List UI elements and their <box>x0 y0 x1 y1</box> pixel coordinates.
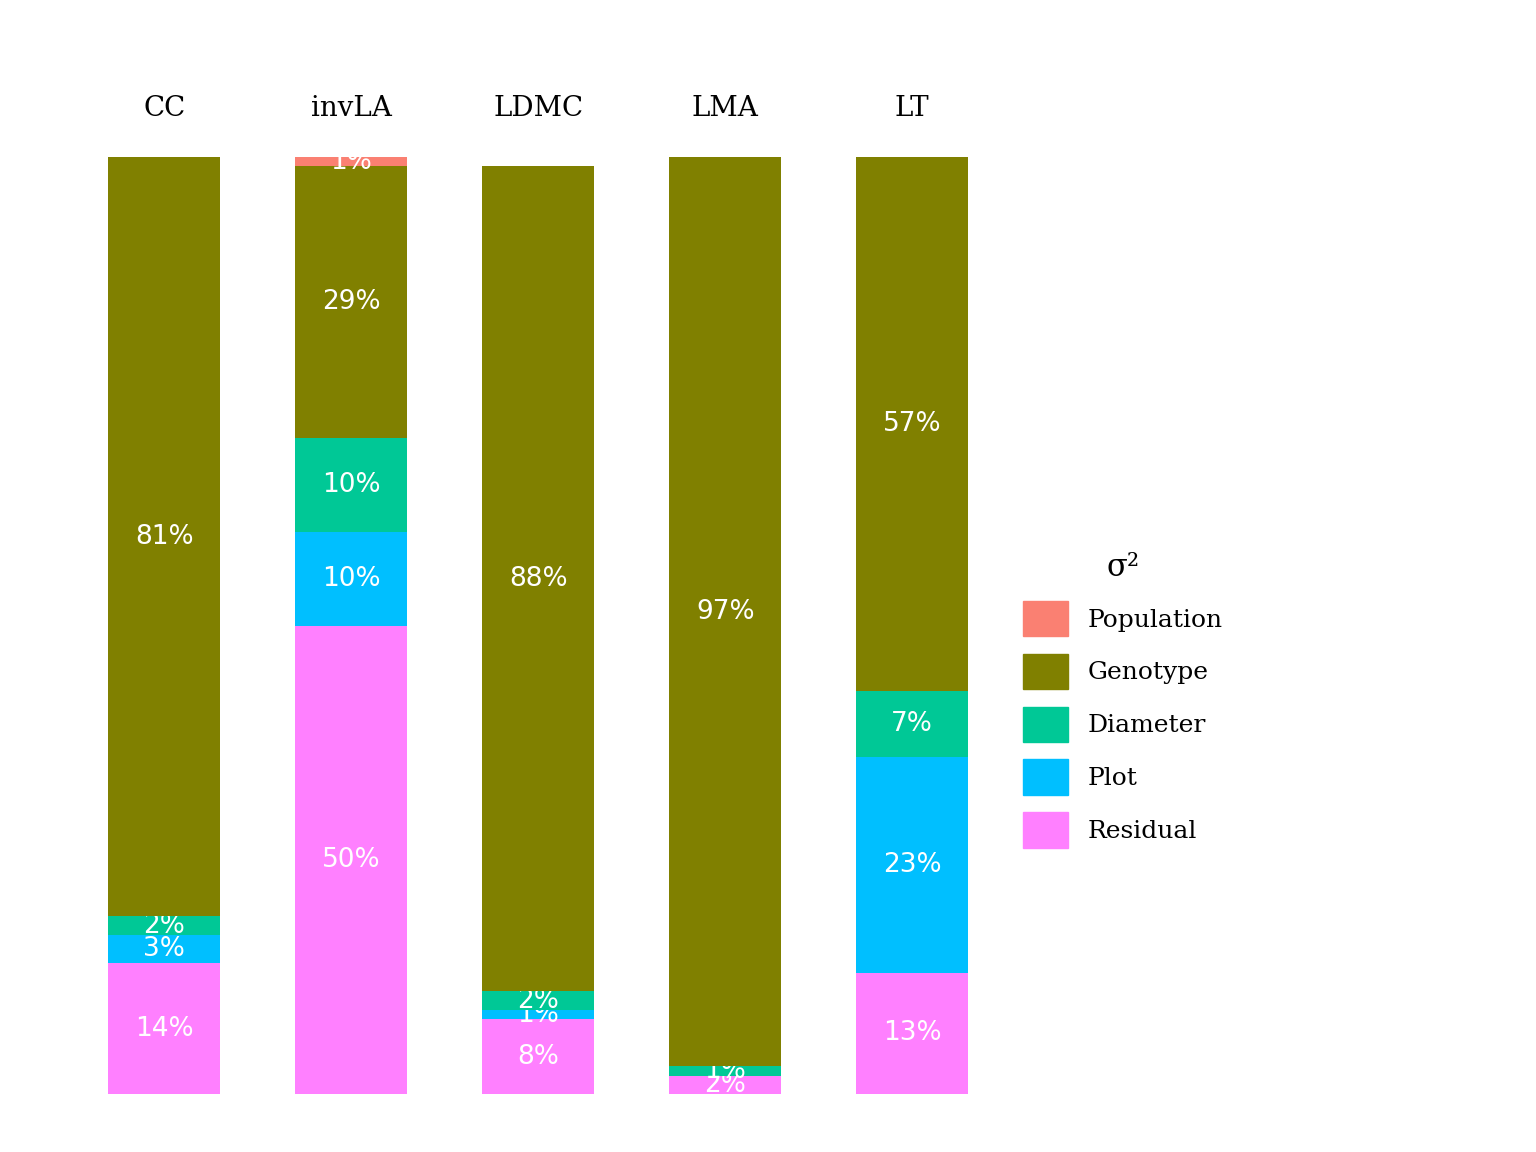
Bar <box>108 963 220 1094</box>
Text: 1%: 1% <box>518 1002 559 1028</box>
Text: 57%: 57% <box>883 411 942 437</box>
Bar <box>482 166 594 991</box>
Bar <box>295 166 407 438</box>
Bar <box>108 157 220 916</box>
Bar <box>482 991 594 1010</box>
Text: 81%: 81% <box>135 524 194 550</box>
Text: 1%: 1% <box>330 149 372 175</box>
Text: 10%: 10% <box>323 472 381 498</box>
Text: 88%: 88% <box>508 566 568 592</box>
Text: 8%: 8% <box>518 1044 559 1070</box>
Text: 1%: 1% <box>705 1058 746 1084</box>
Bar <box>295 157 407 166</box>
Bar <box>856 972 968 1094</box>
Bar <box>108 935 220 963</box>
Bar <box>482 1020 594 1094</box>
Text: 2%: 2% <box>143 912 186 939</box>
Bar <box>670 1076 782 1094</box>
Bar <box>295 532 407 626</box>
Bar <box>670 1067 782 1076</box>
Text: 13%: 13% <box>883 1021 942 1046</box>
Legend: Population, Genotype, Diameter, Plot, Residual: Population, Genotype, Diameter, Plot, Re… <box>1023 552 1223 848</box>
Text: 50%: 50% <box>323 847 381 873</box>
Bar <box>856 757 968 972</box>
Text: 97%: 97% <box>696 599 754 624</box>
Text: 2%: 2% <box>705 1073 746 1098</box>
Bar <box>670 157 782 1067</box>
Text: 29%: 29% <box>323 289 381 316</box>
Text: 10%: 10% <box>323 566 381 592</box>
Bar <box>295 626 407 1094</box>
Text: 23%: 23% <box>883 851 942 878</box>
Bar <box>295 438 407 532</box>
Text: 7%: 7% <box>891 711 934 737</box>
Bar <box>856 691 968 757</box>
Text: 3%: 3% <box>143 937 186 962</box>
Text: 2%: 2% <box>518 987 559 1014</box>
Bar <box>482 1010 594 1020</box>
Text: 14%: 14% <box>135 1016 194 1041</box>
Bar <box>856 157 968 691</box>
Bar <box>108 916 220 935</box>
